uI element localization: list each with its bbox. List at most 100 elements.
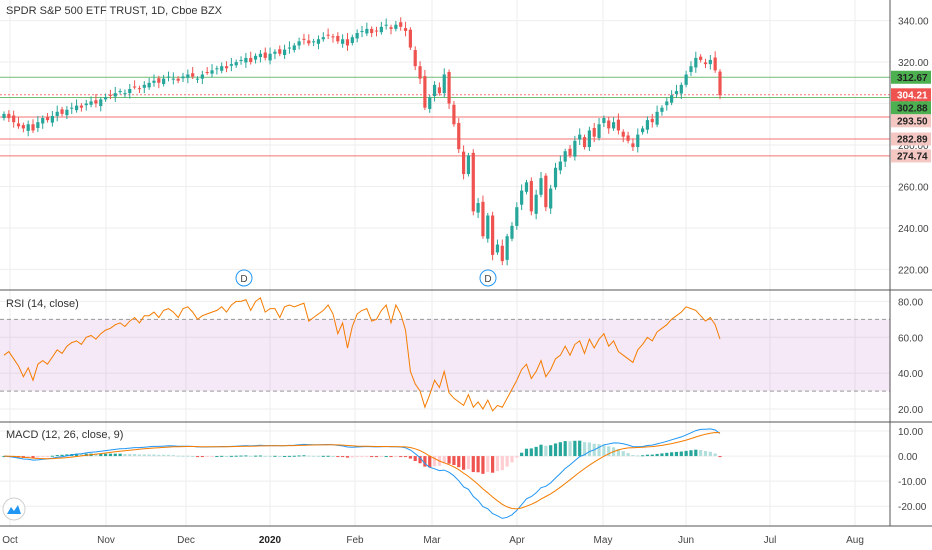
price-tick-label: 320.00 <box>898 58 929 69</box>
price-label-bg <box>891 101 931 115</box>
macd-histogram-bar <box>553 443 558 457</box>
candle-body <box>670 95 674 103</box>
dividend-marker <box>479 269 497 287</box>
candle-body <box>142 84 146 88</box>
candle-body <box>452 104 456 125</box>
price-line-label: 302.88 <box>897 103 928 114</box>
candle-body <box>607 120 611 129</box>
candle-body <box>568 148 572 156</box>
candle-body <box>684 74 688 85</box>
macd-histogram-bar <box>249 455 253 457</box>
candle-body <box>297 41 301 46</box>
macd-histogram-bar <box>442 456 446 464</box>
candle-body <box>215 68 219 70</box>
macd-histogram-bar <box>505 456 509 467</box>
candle-body <box>428 97 432 109</box>
macd-histogram-bar <box>220 455 224 457</box>
candle-body <box>432 84 437 97</box>
candle-body <box>665 101 669 106</box>
macd-histogram-bar <box>529 448 533 457</box>
macd-histogram-bar <box>60 454 64 457</box>
macd-histogram-bar <box>486 456 490 473</box>
x-tick-label: Apr <box>509 535 525 546</box>
candle-body <box>355 33 359 39</box>
candle-body <box>718 71 722 96</box>
macd-histogram-bar <box>307 455 311 457</box>
macd-pane <box>2 428 722 519</box>
macd-histogram-bar <box>45 456 50 458</box>
candle-body <box>640 128 645 133</box>
candle-body <box>558 161 562 171</box>
candle-body <box>263 52 267 58</box>
candle-body <box>602 118 606 124</box>
macd-histogram-bar <box>616 449 621 457</box>
x-tick-label: Jun <box>678 535 694 546</box>
x-tick-label: Jul <box>764 535 777 546</box>
candle-body <box>312 41 316 43</box>
logo-icon[interactable] <box>2 497 26 521</box>
macd-histogram-bar <box>123 453 127 457</box>
rsi-band <box>0 319 890 392</box>
macd-tick-label: 10.00 <box>898 427 923 438</box>
macd-histogram-bar <box>491 456 495 473</box>
x-tick-label: May <box>594 535 613 546</box>
macd-histogram-bar <box>50 455 54 457</box>
macd-histogram-bar <box>326 455 330 457</box>
macd-histogram-bar <box>626 453 630 457</box>
macd-histogram-bar <box>181 455 185 457</box>
macd-histogram-bar <box>549 445 553 457</box>
macd-histogram-bar <box>461 456 466 470</box>
macd-histogram-bar <box>587 442 591 457</box>
candle-body <box>239 59 243 61</box>
macd-histogram-bar <box>515 456 519 458</box>
candle-body <box>321 37 325 40</box>
candle-body <box>128 89 132 94</box>
macd-histogram-bar <box>331 456 335 458</box>
candle-body <box>326 34 330 36</box>
candle-body <box>176 78 180 81</box>
candle-body <box>50 115 54 123</box>
candle-body <box>694 57 698 68</box>
macd-histogram-bar <box>621 451 625 457</box>
candle-body <box>471 152 475 212</box>
candle-body <box>273 51 277 54</box>
candle-body <box>229 64 233 66</box>
candle-body <box>713 57 717 71</box>
candle-body <box>461 151 466 175</box>
candle-body <box>316 39 321 44</box>
macd-histogram-bar <box>374 456 379 458</box>
macd-histogram-bar <box>79 453 84 457</box>
candle-body <box>442 74 446 94</box>
candle-body <box>534 194 538 214</box>
rsi-title: RSI (14, close) <box>6 298 79 310</box>
candle-body <box>137 88 142 90</box>
candle-body <box>41 118 45 124</box>
macd-histogram-bar <box>103 453 108 457</box>
candle-body <box>249 57 253 63</box>
macd-histogram-bar <box>113 453 117 457</box>
price-line-label: 282.89 <box>897 135 928 146</box>
macd-histogram-bar <box>157 454 161 457</box>
candle-body <box>45 116 50 121</box>
candle-body <box>524 182 529 192</box>
macd-histogram-bar <box>389 456 393 458</box>
macd-histogram-bar <box>282 455 287 457</box>
candle-body <box>399 22 403 27</box>
price-label-bg <box>891 70 931 84</box>
candle-body <box>21 125 25 129</box>
candle-body <box>89 101 93 105</box>
macd-histogram-bar <box>133 454 137 457</box>
candle-body <box>529 181 533 212</box>
macd-histogram-bar <box>423 456 427 467</box>
macd-histogram-bar <box>345 456 350 458</box>
candle-body <box>99 99 103 107</box>
macd-histogram-bar <box>394 456 398 458</box>
macd-histogram-bar <box>558 442 562 457</box>
candle-body <box>481 201 485 237</box>
x-tick-label: Aug <box>846 535 864 546</box>
macd-histogram-bar <box>74 453 79 457</box>
candle-body <box>703 62 708 65</box>
price-tick-label: 260.00 <box>898 182 929 193</box>
macd-histogram-bar <box>418 456 422 464</box>
